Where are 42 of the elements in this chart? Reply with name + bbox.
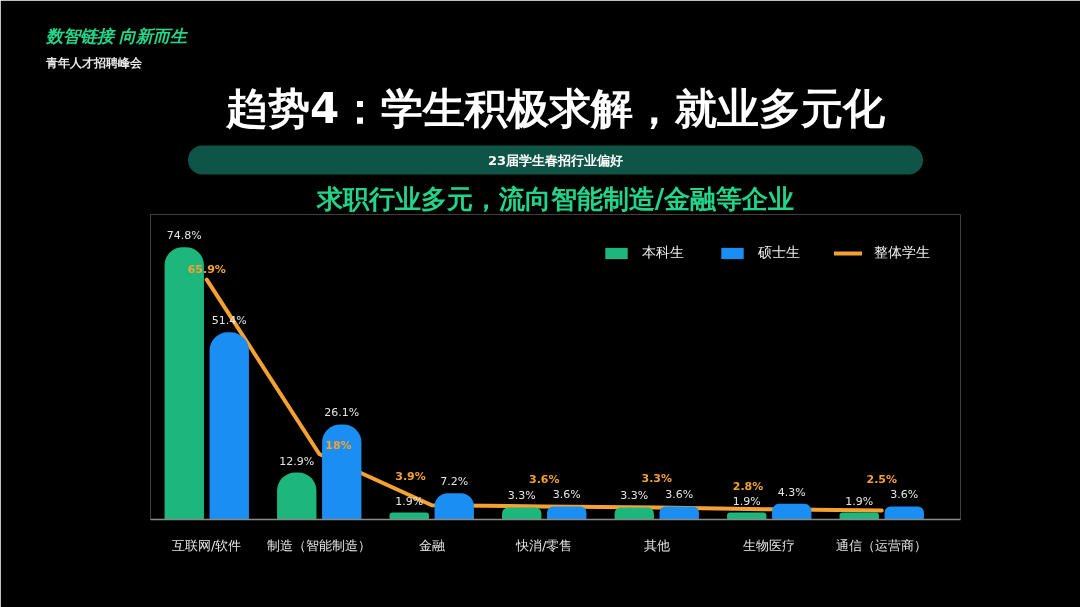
x-tick-label: 制造（智能制造）: [267, 537, 372, 553]
legend-label: 硕士生: [758, 244, 800, 262]
bar: [547, 506, 587, 520]
data-label: 3.9%: [395, 470, 426, 484]
data-label: 7.2%: [440, 475, 469, 489]
bar: [209, 332, 249, 520]
data-label: 1.9%: [732, 494, 761, 508]
data-label: 3.3%: [507, 489, 536, 503]
data-label: 74.8%: [166, 229, 202, 243]
chart-title: 趋势4：学生积极求解，就业多元化: [224, 83, 887, 133]
data-label: 3.6%: [890, 488, 919, 502]
x-tick-label: 其他: [643, 537, 670, 553]
data-label: 2.5%: [866, 473, 898, 487]
data-label: 1.9%: [845, 494, 874, 508]
data-label: 12.9%: [279, 454, 315, 468]
x-tick-label: 快消/零售: [515, 537, 573, 553]
data-label: 1.9%: [395, 494, 424, 508]
text: 求职行业多元，流向智能制造/金融等企业: [315, 183, 795, 214]
bar: [322, 424, 362, 520]
bar: [659, 506, 699, 520]
x-tick-label: 互联网/软件: [172, 537, 242, 553]
text: 数智链接 向新而生: [44, 25, 190, 46]
chart-subtitle: 23届学生春招行业偏好: [487, 152, 624, 168]
data-label: 2.8%: [732, 480, 764, 494]
bar: [772, 503, 812, 520]
data-label: 3.3%: [641, 472, 673, 486]
x-tick-label: 通信（运营商）: [836, 537, 928, 553]
x-tick-label: 金融: [418, 537, 445, 553]
x-tick-label: 生物医疗: [743, 537, 796, 553]
legend-label: 本科生: [642, 244, 684, 262]
legend-label: 整体学生: [874, 244, 930, 262]
data-label: 26.1%: [324, 406, 360, 420]
bar: [614, 507, 654, 520]
data-label: 3.6%: [552, 488, 581, 502]
text: 青年人才招聘峰会: [44, 55, 143, 70]
data-label: 3.3%: [620, 489, 649, 503]
data-label: 3.6%: [529, 473, 560, 487]
bar: [502, 507, 542, 520]
bar: [884, 506, 924, 520]
data-label: 4.3%: [777, 485, 806, 499]
data-label: 18%: [325, 438, 352, 452]
data-label: 3.6%: [665, 488, 694, 502]
